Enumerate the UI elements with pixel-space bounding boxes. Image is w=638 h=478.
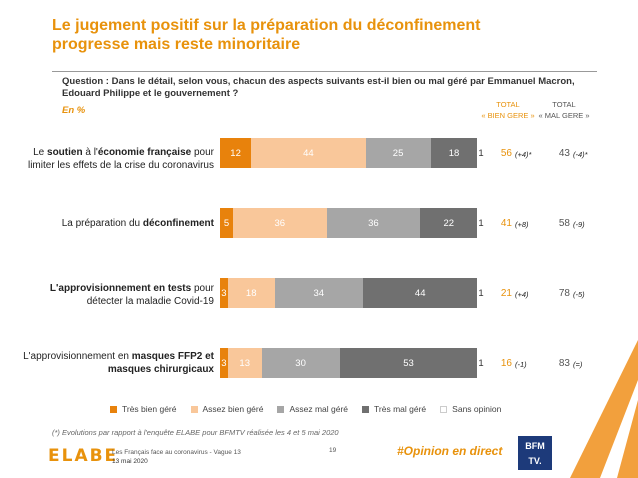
elabe-logo: ELABE — [48, 446, 119, 466]
total-bien-value: 56 — [500, 148, 512, 159]
bar-segment-tres-mal-gere: 44 — [363, 278, 478, 308]
bar-segment-tres-mal-gere: 53 — [339, 348, 478, 378]
total-mal-header-line2: « MAL GERE » — [538, 111, 590, 120]
evolution-mal: (-5) — [573, 290, 585, 299]
legend-swatch — [110, 405, 117, 413]
row-label-part: pour détecter la maladie Covid-19 — [86, 283, 214, 307]
bar-segment-assez-bien-gere: 13 — [227, 348, 262, 378]
bfmtv-logo-line1: BFM — [525, 441, 545, 451]
footer-source: Les Français face au coronavirus - Vague… — [112, 448, 241, 466]
bar-segment-assez-bien-gere: 18 — [227, 278, 275, 308]
row-label-part: à l' — [82, 147, 98, 158]
bar-row: 3 18 34 44 1 — [220, 278, 484, 308]
footer-date: 13 mai 2020 — [112, 458, 148, 465]
bfmtv-logo: BFM TV. — [518, 436, 552, 470]
row-label-part: masques FFP2 et masques chirurgicaux — [107, 351, 214, 375]
bar-segment-tres-bien-gere: 3 — [220, 278, 228, 308]
total-bien-header-line2: « BIEN GERE » — [481, 111, 535, 120]
evolution-bien: (+8) — [515, 220, 529, 229]
bar-segment-assez-bien-gere: 44 — [251, 138, 366, 168]
legend-label: Sans opinion — [452, 404, 502, 414]
bar-segment-tres-mal-gere: 18 — [430, 138, 478, 168]
total-bien-header: TOTAL « BIEN GERE » — [478, 99, 538, 121]
row-label: La préparation du déconfinement — [18, 217, 214, 230]
bfmtv-logo-line2: TV. — [528, 456, 542, 466]
total-bien-value: 41 — [500, 218, 512, 229]
legend-swatch — [277, 405, 285, 413]
legend-label: Assez mal géré — [289, 404, 349, 414]
bar-row: 5 36 36 22 1 — [220, 208, 484, 238]
total-mal-value: 43 — [558, 148, 570, 159]
row-label-part: déconfinement — [142, 218, 214, 229]
total-bien-value: 21 — [500, 288, 512, 299]
evolution-mal: (=) — [573, 360, 583, 369]
bar-segment-sans-opinion: 1 — [477, 208, 484, 238]
bar-segment-assez-mal-gere: 36 — [326, 208, 421, 238]
bar-row: 3 13 30 53 1 — [220, 348, 484, 378]
legend-swatch — [440, 405, 448, 413]
legend-item: Assez bien géré — [190, 404, 264, 414]
evolution-bien: (+4) — [515, 290, 529, 299]
legend-item: Assez mal géré — [277, 404, 348, 414]
total-mal-header-line1: TOTAL — [552, 100, 576, 109]
row-label-part: pour limiter les effets de la crise du c… — [27, 147, 214, 171]
bar-segment-assez-mal-gere: 25 — [365, 138, 431, 168]
total-mal-value: 78 — [558, 288, 570, 299]
row-label-part: La préparation du — [61, 218, 143, 229]
decorative-triangle-inner — [617, 400, 638, 478]
row-label: L'approvisionnement en tests pour détect… — [18, 282, 214, 308]
legend-label: Assez bien géré — [202, 404, 264, 414]
bar-segment-tres-bien-gere: 3 — [220, 348, 228, 378]
total-mal-value: 58 — [558, 218, 570, 229]
evolution-mal: (-4)* — [573, 150, 588, 159]
legend-swatch — [190, 405, 198, 413]
page-number: 19 — [329, 447, 337, 454]
legend-item: Très bien géré — [110, 404, 177, 414]
total-mal-value: 83 — [558, 358, 570, 369]
bar-segment-tres-bien-gere: 12 — [220, 138, 252, 168]
row-label-part: soutien — [47, 147, 83, 158]
bar-segment-sans-opinion: 1 — [477, 348, 484, 378]
survey-question: Question : Dans le détail, selon vous, c… — [62, 76, 575, 99]
footer-source-text: Les Français face au coronavirus - Vague… — [112, 449, 241, 456]
legend-label: Très mal géré — [374, 404, 427, 414]
row-label: L'approvisionnement en masques FFP2 et m… — [18, 350, 214, 376]
legend-label: Très bien géré — [122, 404, 177, 414]
bar-row: 12 44 25 18 1 — [220, 138, 484, 168]
row-label-part: L'approvisionnement en tests — [49, 283, 192, 294]
legend-item: Très mal géré — [362, 404, 426, 414]
row-label-part: Le — [33, 147, 48, 158]
bar-segment-assez-mal-gere: 34 — [274, 278, 363, 308]
legend-swatch — [362, 405, 370, 413]
bar-segment-assez-mal-gere: 30 — [261, 348, 340, 378]
total-bien-value: 16 — [500, 358, 512, 369]
row-label: Le soutien à l'économie française pour l… — [18, 146, 214, 172]
footnote: (*) Evolutions par rapport à l'enquête E… — [52, 428, 339, 437]
decorative-triangle — [570, 340, 638, 478]
evolution-bien: (+4)* — [515, 150, 532, 159]
total-bien-header-line1: TOTAL — [496, 100, 520, 109]
evolution-bien: (-1) — [515, 360, 527, 369]
page-title: Le jugement positif sur la préparation d… — [52, 17, 481, 53]
legend-item: Sans opinion — [440, 404, 501, 414]
unit-label: En % — [62, 105, 86, 116]
hashtag: #Opinion en direct — [397, 444, 503, 458]
total-mal-header: TOTAL « MAL GERE » — [534, 99, 594, 121]
bar-segment-sans-opinion: 1 — [477, 138, 484, 168]
row-label-part: L'approvisionnement en — [23, 351, 132, 362]
bar-segment-tres-bien-gere: 5 — [220, 208, 233, 238]
bar-segment-tres-mal-gere: 22 — [420, 208, 478, 238]
chart-legend: Très bien géré Assez bien géré Assez mal g… — [110, 404, 501, 414]
title-divider — [52, 71, 597, 72]
bar-segment-sans-opinion: 1 — [477, 278, 484, 308]
bar-segment-assez-bien-gere: 36 — [233, 208, 327, 238]
row-label-part: économie française — [97, 147, 192, 158]
evolution-mal: (-9) — [573, 220, 585, 229]
